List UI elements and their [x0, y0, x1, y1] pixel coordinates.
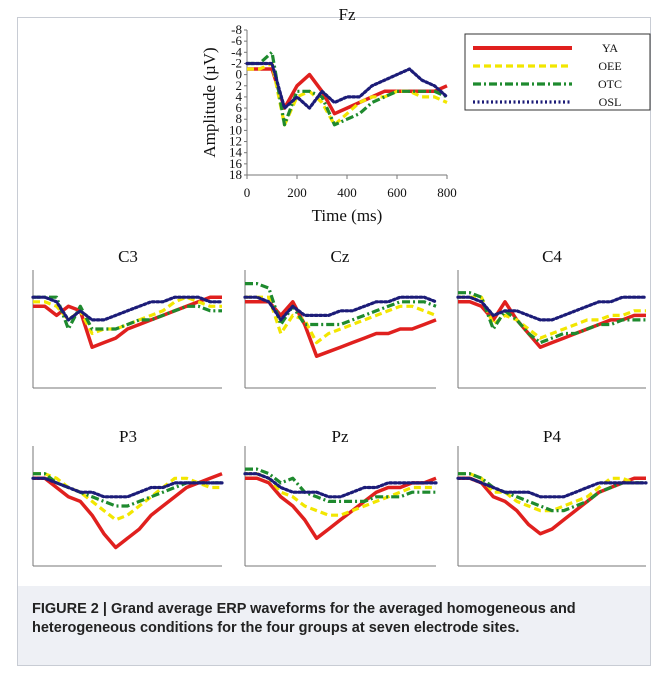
- x-tick-label: 800: [437, 185, 457, 200]
- y-tick-label: 4: [236, 89, 243, 104]
- waveform: [247, 50, 448, 127]
- y-tick-label: -8: [231, 22, 242, 37]
- x-tick-label: 400: [337, 185, 357, 200]
- waveform: [33, 472, 223, 550]
- y-tick-label: 10: [229, 122, 242, 137]
- y-tick-label: 16: [229, 156, 243, 171]
- y-tick-label: -4: [231, 44, 242, 59]
- y-axis-label: Amplitude (µV): [200, 47, 219, 157]
- x-tick-label: 200: [287, 185, 307, 200]
- waveform: [243, 472, 438, 499]
- waveform: [245, 472, 436, 517]
- y-tick-label: 8: [236, 111, 243, 126]
- y-tick-label: -2: [231, 55, 242, 70]
- chart-title: C3: [118, 247, 138, 266]
- y-tick-label: 6: [236, 100, 243, 115]
- legend-label: YA: [602, 41, 618, 55]
- chart-title: P3: [119, 427, 137, 446]
- y-tick-label: 18: [229, 167, 242, 182]
- y-tick-label: 2: [236, 78, 243, 93]
- waveform: [456, 295, 648, 322]
- waveform: [456, 476, 648, 499]
- waveform: [31, 476, 224, 499]
- chart-title: P4: [543, 427, 561, 446]
- caption: FIGURE 2 | Grand average ERP waveforms f…: [18, 586, 650, 665]
- waveform: [458, 476, 646, 536]
- chart-title: Pz: [332, 427, 349, 446]
- chart-title: Cz: [331, 247, 350, 266]
- legend-label: OTC: [598, 77, 622, 91]
- legend-label: OSL: [599, 95, 622, 109]
- waveform: [245, 476, 437, 541]
- waveform: [458, 291, 646, 345]
- waveform: [245, 61, 449, 110]
- legend-label: OEE: [598, 59, 621, 73]
- waveform: [243, 295, 438, 322]
- x-axis-label: Time (ms): [312, 206, 383, 225]
- chart-title: C4: [542, 247, 562, 266]
- y-tick-label: -6: [231, 33, 242, 48]
- frame: [17, 17, 651, 666]
- waveform: [458, 295, 646, 340]
- waveform: [31, 295, 224, 322]
- waveform: [245, 295, 437, 345]
- x-tick-label: 600: [387, 185, 407, 200]
- y-tick-label: 12: [229, 134, 242, 149]
- waveform: [245, 282, 437, 327]
- waveform: [458, 472, 646, 513]
- y-tick-label: 14: [229, 145, 243, 160]
- legend-box: [464, 33, 651, 111]
- y-tick-label: 0: [236, 67, 243, 82]
- x-tick-label: 0: [244, 185, 251, 200]
- waveform: [245, 467, 436, 503]
- chart-title: Fz: [339, 5, 356, 24]
- waveform: [33, 295, 222, 331]
